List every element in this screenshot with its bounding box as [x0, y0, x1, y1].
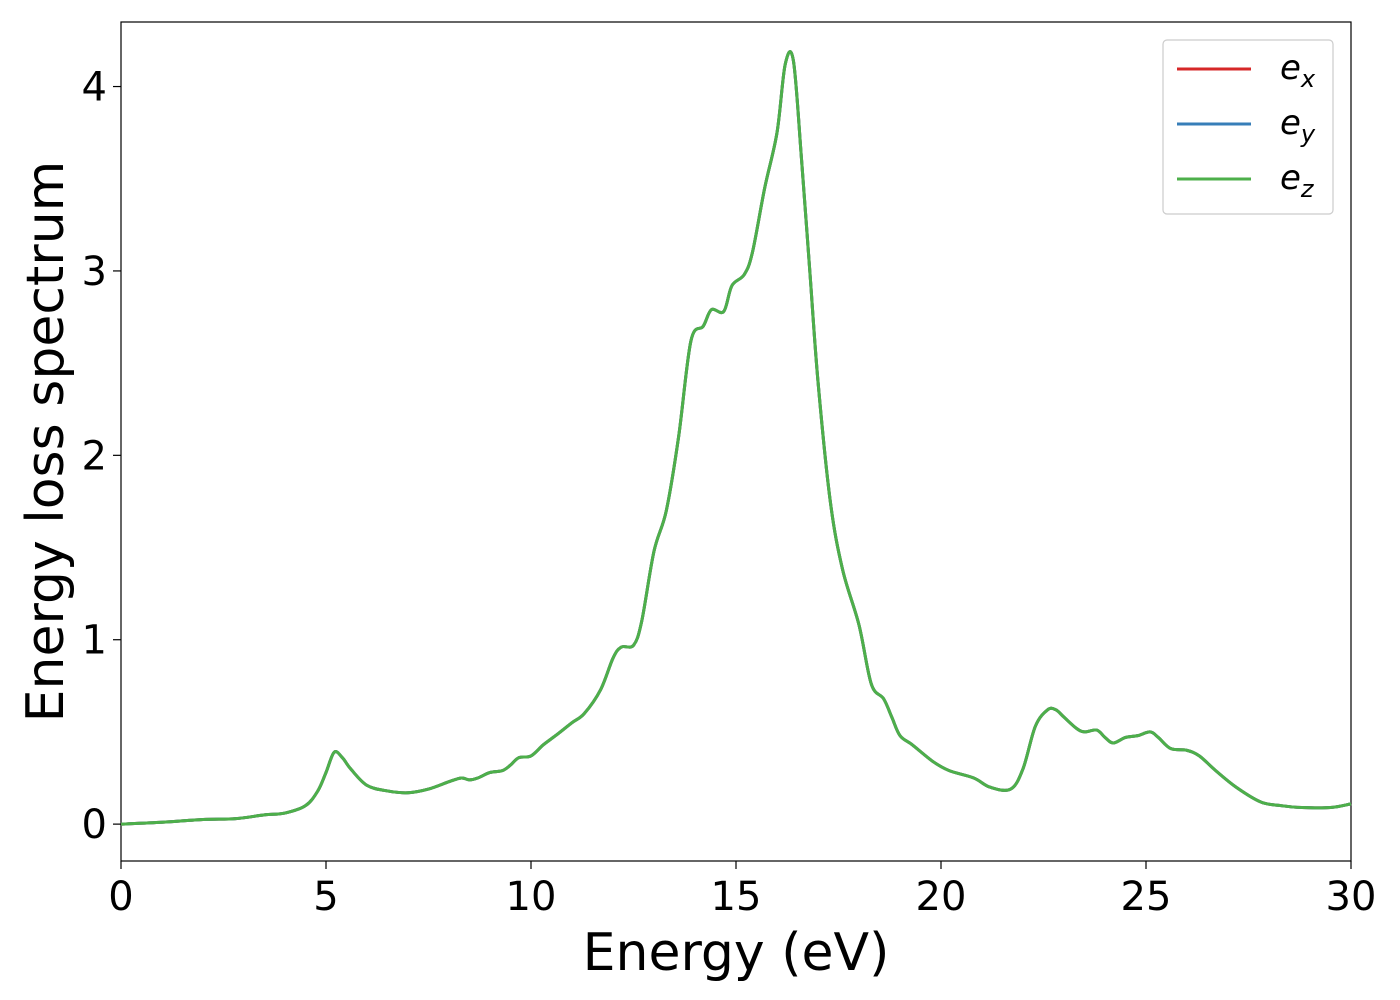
series-layer [120, 50, 1352, 826]
x-tick-label: 0 [108, 874, 133, 920]
legend-items: ex ey ez [1177, 48, 1316, 203]
legend-label: ey [1280, 103, 1316, 148]
y-tick-label: 0 [82, 802, 107, 848]
legend-label: ez [1280, 158, 1315, 203]
x-axis-title: Energy (eV) [583, 923, 890, 983]
y-tick-label: 1 [82, 618, 107, 664]
y-tick-label: 3 [82, 249, 107, 295]
x-tick-label: 5 [313, 874, 338, 920]
y-tick-label: 4 [82, 65, 107, 111]
y-axis-ticks: 0 1 2 3 4 [82, 65, 121, 848]
y-axis-title: Energy loss spectrum [16, 161, 76, 723]
legend-box [1162, 39, 1334, 215]
legend: ex ey ez [1162, 39, 1334, 215]
x-tick-label: 15 [711, 874, 762, 920]
x-tick-label: 10 [506, 874, 557, 920]
series-line-ez [120, 50, 1352, 826]
legend-label: ex [1280, 48, 1316, 93]
x-axis-ticks: 0 5 10 15 20 25 30 [108, 861, 1376, 920]
y-tick-label: 2 [82, 433, 107, 479]
x-tick-label: 30 [1326, 874, 1377, 920]
x-tick-label: 20 [916, 874, 967, 920]
x-tick-label: 25 [1121, 874, 1172, 920]
